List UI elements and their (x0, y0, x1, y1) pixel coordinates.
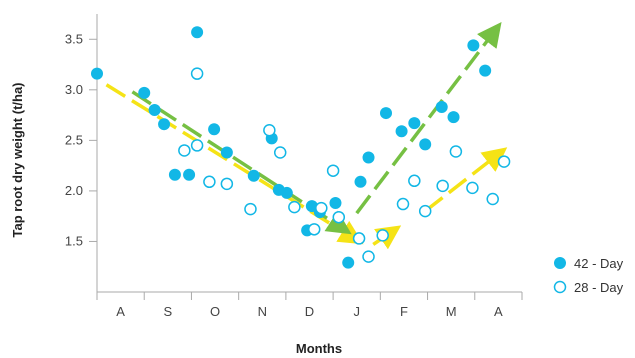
point-28-day (273, 146, 287, 159)
green-trend-arrow (355, 21, 502, 215)
point-42-day (395, 125, 408, 138)
point-42-day (220, 146, 233, 159)
point-28-day (436, 179, 449, 193)
yellow-trend-arrow (424, 147, 508, 213)
point-28-day (315, 201, 328, 215)
point-42-day (208, 123, 221, 136)
point-28-day (203, 175, 216, 189)
point-42-day (183, 168, 196, 181)
point-42-day (138, 86, 151, 99)
legend-marker-28-day (553, 280, 567, 294)
point-28-day (449, 145, 463, 158)
x-tick-label: A (116, 304, 125, 319)
point-28-day (190, 139, 204, 152)
y-tick-label: 2.5 (65, 132, 83, 147)
x-tick-label: S (163, 304, 172, 319)
trend-arrows (105, 21, 508, 250)
point-42-day (329, 197, 342, 210)
point-42-day (280, 186, 293, 199)
point-28-day (326, 164, 340, 177)
x-tick-label: J (353, 304, 360, 319)
point-42-day (380, 107, 392, 120)
point-28-day (263, 124, 276, 137)
point-42-day (467, 39, 480, 52)
data-points (91, 26, 511, 269)
y-tick-label: 2.0 (65, 183, 83, 198)
x-axis-title: Months (296, 341, 342, 356)
point-42-day (408, 117, 421, 130)
point-28-day (362, 250, 375, 263)
point-42-day (91, 67, 103, 80)
legend: 42 - Day 28 - Day (553, 256, 624, 295)
point-42-day (447, 111, 460, 124)
legend-label-42-day: 42 - Day (574, 256, 624, 271)
point-42-day (362, 151, 375, 164)
x-tick-label: N (258, 304, 267, 319)
x-tick-label: D (305, 304, 314, 319)
point-42-day (148, 104, 161, 117)
point-28-day (244, 202, 257, 216)
point-42-day (191, 26, 204, 39)
point-28-day (190, 67, 204, 80)
point-42-day (354, 175, 367, 188)
x-tick-label: A (494, 304, 503, 319)
point-28-day (396, 197, 410, 211)
point-28-day (352, 232, 366, 245)
x-tick-label: M (446, 304, 457, 319)
y-tick-label: 3.5 (65, 31, 83, 46)
point-28-day (466, 181, 479, 195)
point-28-day (408, 174, 421, 188)
point-42-day (435, 101, 448, 114)
y-ticks: 1.5 2.0 2.5 3.0 3.5 (65, 31, 97, 248)
point-28-day (376, 229, 389, 242)
point-28-day (307, 223, 321, 236)
point-28-day (418, 204, 432, 218)
point-42-day (419, 138, 432, 151)
point-42-day (168, 168, 181, 181)
point-28-day (178, 144, 191, 157)
point-42-day (342, 256, 355, 269)
point-42-day (479, 64, 492, 77)
y-axis-title: Tap root dry weight (t/ha) (10, 82, 25, 237)
x-tick-label: F (400, 304, 408, 319)
point-42-day (247, 169, 260, 182)
point-28-day (288, 200, 301, 214)
point-28-day (220, 177, 234, 191)
point-28-day (332, 210, 346, 224)
legend-label-28-day: 28 - Day (574, 280, 624, 295)
point-28-day (497, 155, 511, 168)
legend-marker-42-day (554, 257, 566, 269)
y-tick-label: 1.5 (65, 233, 83, 248)
point-28-day (486, 192, 499, 206)
x-tick-label: O (210, 304, 220, 319)
y-tick-label: 3.0 (65, 82, 83, 97)
point-42-day (158, 118, 171, 131)
